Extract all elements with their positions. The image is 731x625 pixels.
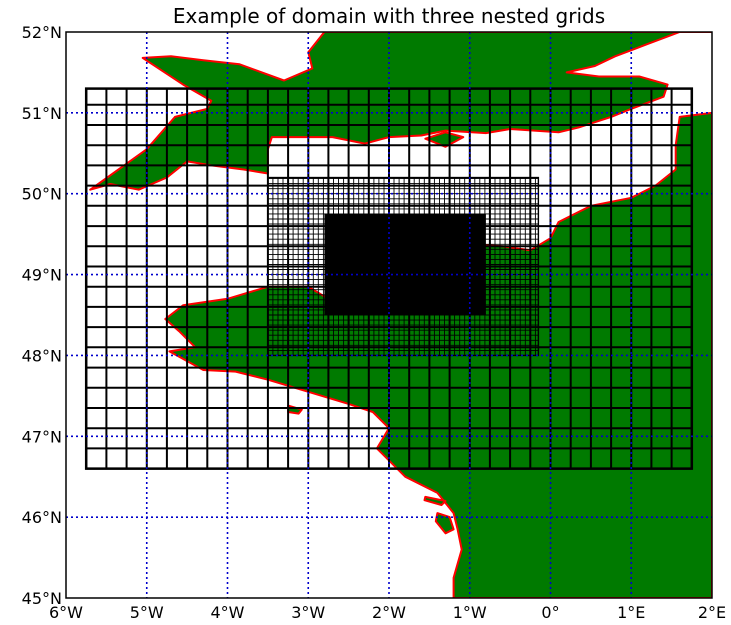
- lon-tick-label: 3°W: [291, 603, 325, 622]
- lat-tick-label: 47°N: [22, 427, 62, 446]
- map-title: Example of domain with three nested grid…: [172, 4, 606, 28]
- land-isle-of-wight: [424, 131, 465, 148]
- map-layers: [66, 32, 712, 598]
- lat-tick-label: 52°N: [22, 23, 62, 42]
- inner-grid-cells: [324, 213, 486, 315]
- lon-tick-label: 6°W: [49, 603, 83, 622]
- lat-tick-label: 48°N: [22, 346, 62, 365]
- land-ile-de-re: [423, 495, 447, 506]
- middle-grid-border: [267, 176, 540, 357]
- inner-grid: [324, 213, 486, 315]
- map-plot-area: [65, 31, 713, 599]
- map-frame: [65, 31, 713, 599]
- lon-tick-label: 1°W: [453, 603, 487, 622]
- lon-tick-label: 2°E: [698, 603, 726, 622]
- lat-tick-label: 50°N: [22, 185, 62, 204]
- lon-tick-label: 4°W: [211, 603, 245, 622]
- lon-tick-label: 1°E: [617, 603, 645, 622]
- lon-tick-label: 5°W: [130, 603, 164, 622]
- lat-tick-label: 49°N: [22, 266, 62, 285]
- lat-tick-label: 46°N: [22, 508, 62, 527]
- axis-tick-labels: 6°W 5°W 4°W 3°W 2°W 1°W 0° 1°E 2°E 52°N 51°N 50°N 49…: [22, 23, 726, 622]
- lon-tick-label: 0°: [541, 603, 559, 622]
- lat-tick-label: 51°N: [22, 104, 62, 123]
- lat-tick-label: 45°N: [22, 589, 62, 608]
- lon-tick-label: 2°W: [372, 603, 406, 622]
- graticule: [66, 32, 712, 598]
